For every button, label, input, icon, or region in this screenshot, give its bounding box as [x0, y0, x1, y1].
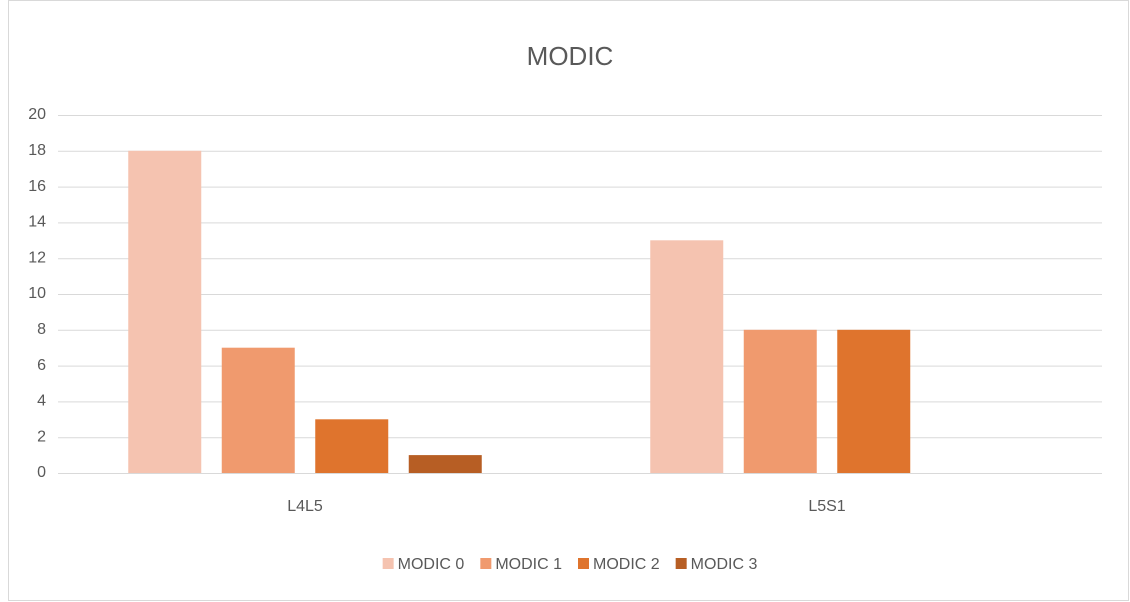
bar — [743, 329, 817, 473]
legend-swatch — [675, 558, 687, 569]
legend-label: MODIC 0 — [398, 556, 465, 573]
bar — [221, 347, 295, 473]
bar — [315, 419, 389, 473]
bar — [837, 329, 911, 473]
y-tick-label: 10 — [28, 285, 46, 302]
y-tick-label: 4 — [37, 393, 46, 410]
legend-swatch — [382, 558, 394, 569]
y-tick-label: 18 — [28, 142, 46, 159]
y-tick-label: 20 — [28, 106, 46, 123]
legend-swatch — [480, 558, 492, 569]
y-tick-label: 0 — [37, 464, 46, 481]
x-tick-label: L5S1 — [808, 498, 845, 515]
legend-label: MODIC 2 — [593, 556, 660, 573]
legend-swatch — [578, 558, 589, 569]
legend-label: MODIC 3 — [691, 556, 758, 573]
legend-label: MODIC 1 — [495, 556, 562, 573]
y-tick-label: 2 — [37, 428, 46, 445]
y-tick-label: 6 — [37, 357, 46, 374]
bar — [408, 455, 482, 473]
chart-title: MODIC — [527, 41, 614, 71]
bar — [128, 150, 202, 474]
y-tick-label: 14 — [28, 214, 46, 231]
y-tick-label: 16 — [28, 178, 46, 195]
x-tick-label: L4L5 — [287, 498, 323, 515]
bar — [650, 240, 724, 473]
y-tick-label: 8 — [37, 321, 46, 338]
y-tick-label: 12 — [28, 249, 46, 266]
